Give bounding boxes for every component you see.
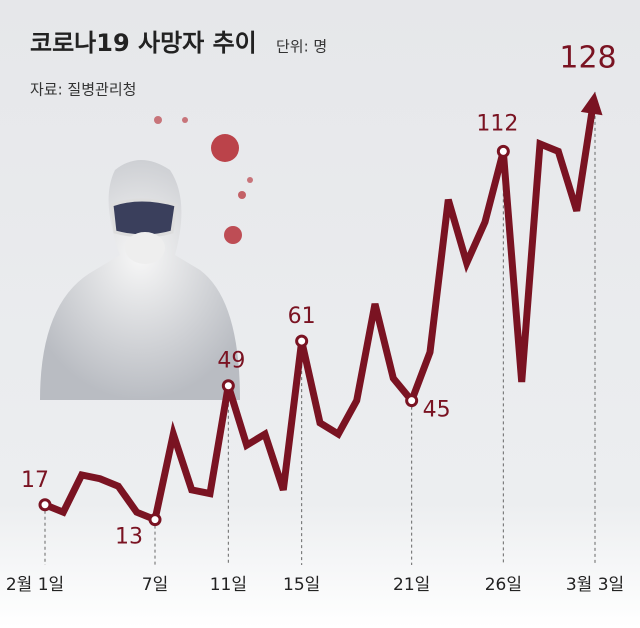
illustration (40, 116, 253, 400)
data-label: 13 (115, 525, 143, 550)
point-marker (221, 379, 235, 393)
x-tick-label: 11일 (210, 575, 247, 595)
x-tick-label: 26일 (485, 575, 522, 595)
data-label: 112 (476, 111, 518, 136)
point-marker (38, 498, 52, 512)
point-marker (148, 513, 162, 527)
data-label: 49 (217, 349, 245, 374)
x-tick-label: 21일 (393, 575, 430, 595)
data-label: 128 (559, 40, 616, 75)
x-tick-label: 7일 (142, 575, 168, 595)
data-label: 61 (288, 304, 316, 329)
x-tick-label: 15일 (283, 575, 320, 595)
point-marker (496, 144, 510, 158)
chart-title: 코로나19 사망자 추이 (30, 29, 257, 57)
data-label: 45 (423, 398, 451, 423)
point-marker (295, 334, 309, 348)
x-tick-label: 3월 3일 (566, 575, 624, 595)
source-label: 자료: 질병관리청 (30, 81, 136, 99)
arrow-head (580, 91, 603, 116)
data-label: 17 (21, 468, 49, 493)
x-tick-label: 2월 1일 (6, 575, 64, 595)
unit-label: 단위: 명 (276, 38, 327, 56)
point-marker (405, 394, 419, 408)
